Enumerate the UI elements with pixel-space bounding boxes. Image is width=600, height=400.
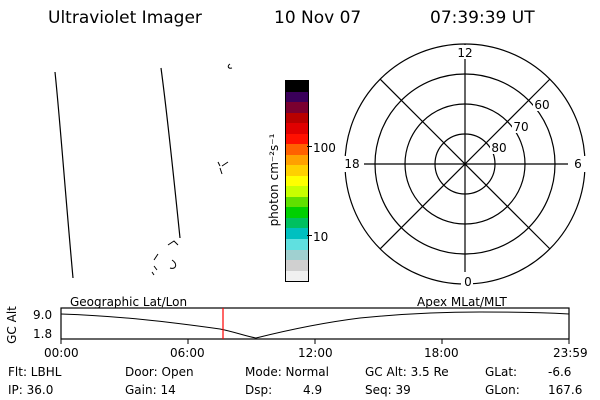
x-tick-0000: 00:00: [44, 346, 79, 360]
mlt-label-0: 0: [464, 275, 472, 289]
colorbar-swatch: [286, 260, 308, 271]
glat-label: GLat:: [485, 365, 518, 379]
y-tick-1-8: 1.8: [33, 327, 53, 341]
colorbar-swatch: [286, 207, 308, 218]
colorbar: [285, 80, 309, 282]
colorbar-swatch: [286, 81, 308, 92]
colorbar-tick-mark: [307, 235, 312, 236]
colorbar-swatch: [286, 186, 308, 197]
colorbar-swatch: [286, 144, 308, 155]
gc-alt-axis-label: GC Alt: [5, 306, 19, 344]
x-tick-2359: 23:59: [553, 346, 588, 360]
colorbar-swatch: [286, 228, 308, 239]
mlt-label-12: 12: [457, 46, 472, 60]
geographic-latlon-title: Geographic Lat/Lon: [70, 295, 188, 309]
gain-info: Gain: 14: [125, 383, 176, 397]
date-label: 10 Nov 07: [274, 8, 362, 28]
altitude-curve: [60, 311, 570, 339]
colorbar-swatch: [286, 102, 308, 113]
mlt-label-6: 6: [574, 157, 582, 171]
colorbar-swatch: [286, 154, 308, 166]
seq-info: Seq: 39: [365, 383, 411, 397]
ip-info: IP: 36.0: [8, 383, 54, 397]
coastline-fragment: [217, 161, 229, 175]
glat-value: -6.6: [548, 365, 572, 379]
time-label: 07:39:39 UT: [430, 8, 535, 28]
colorbar-swatch: [286, 238, 308, 250]
colorbar-swatch: [286, 165, 308, 176]
colorbar-swatch: [286, 175, 308, 187]
lat-label-60: 60: [534, 98, 549, 112]
mode-info: Mode: Normal: [245, 365, 329, 379]
altitude-timeline-plot: [60, 307, 570, 344]
colorbar-tick-100: 100: [313, 141, 336, 155]
lat-label-80: 80: [491, 141, 506, 155]
colorbar-swatch: [286, 249, 308, 261]
colorbar-swatch: [286, 196, 308, 208]
colorbar-swatch: [286, 91, 308, 103]
dsp-label: Dsp:: [245, 383, 273, 397]
filter-info: Flt: LBHL: [8, 365, 62, 379]
instrument-title: Ultraviolet Imager: [48, 8, 202, 28]
x-tick-0600: 06:00: [170, 346, 205, 360]
gc-alt-info: GC Alt: 3.5 Re: [365, 365, 449, 379]
longitude-line-right: [160, 67, 181, 239]
colorbar-swatch: [286, 133, 308, 145]
timeline-frame: [60, 307, 570, 340]
glon-value: 167.6: [548, 383, 583, 397]
polar-grid-plot: 12 18 6 0 60 70 80: [342, 43, 586, 289]
colorbar-tick-10: 10: [313, 230, 329, 244]
geographic-image-panel: [54, 63, 233, 279]
colorbar-unit-label: photon cm⁻²s⁻¹: [267, 133, 281, 227]
colorbar-swatch: [286, 217, 308, 229]
mlt-label-18: 18: [344, 157, 359, 171]
meridian-diagonal: [379, 78, 551, 250]
colorbar-swatch: [286, 123, 308, 134]
x-tick-1800: 18:00: [424, 346, 459, 360]
colorbar-tick-mark: [307, 146, 312, 147]
coastline-fragment: [151, 240, 179, 276]
colorbar-swatch: [286, 112, 308, 124]
longitude-line-left: [54, 71, 74, 279]
glon-label: GLon:: [485, 383, 520, 397]
coastline-fragment: [227, 63, 233, 69]
door-info: Door: Open: [125, 365, 194, 379]
apex-mlat-mlt-title: Apex MLat/MLT: [417, 295, 507, 309]
lat-label-70: 70: [513, 120, 528, 134]
dsp-value: 4.9: [303, 383, 323, 397]
colorbar-swatch: [286, 270, 308, 281]
x-tick-1200: 12:00: [298, 346, 333, 360]
y-tick-9: 9.0: [33, 308, 53, 322]
